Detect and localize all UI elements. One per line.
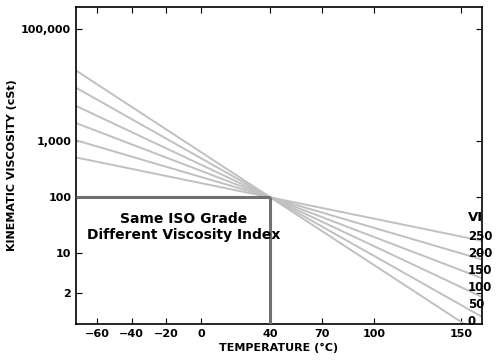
Text: 200: 200 xyxy=(468,247,492,260)
Text: VI: VI xyxy=(468,211,483,224)
Text: 150: 150 xyxy=(468,264,492,277)
Y-axis label: KINEMATIC VISCOSITY (cSt): KINEMATIC VISCOSITY (cSt) xyxy=(7,80,17,251)
Text: 0: 0 xyxy=(468,315,476,328)
Text: 250: 250 xyxy=(468,230,492,243)
Text: Same ISO Grade
Different Viscosity Index: Same ISO Grade Different Viscosity Index xyxy=(87,212,280,242)
Text: 50: 50 xyxy=(468,298,484,311)
X-axis label: TEMPERATURE (°C): TEMPERATURE (°C) xyxy=(220,343,338,353)
Text: 100: 100 xyxy=(468,280,492,294)
